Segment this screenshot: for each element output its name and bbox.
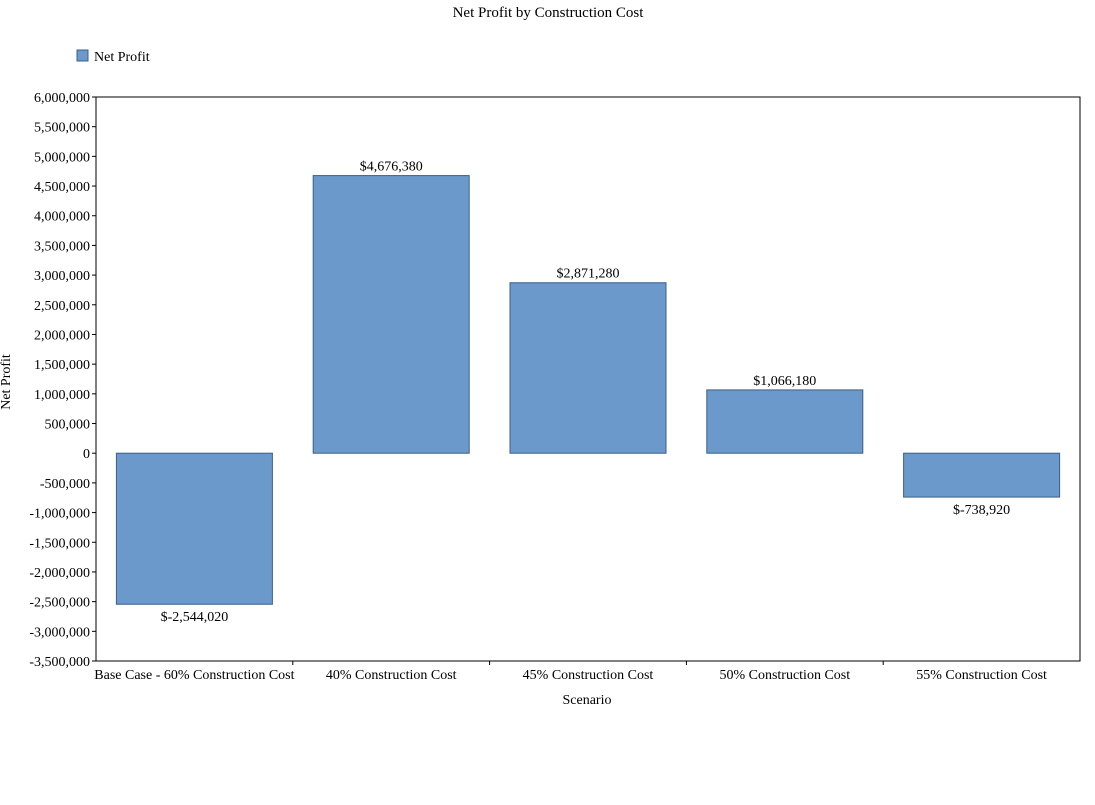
bar-value-label: $1,066,180 — [753, 374, 816, 389]
x-axis-label: Scenario — [563, 693, 612, 708]
bar — [706, 389, 864, 454]
y-tick-label: 1,500,000 — [34, 358, 90, 373]
legend: Net Profit — [76, 49, 150, 65]
y-tick-label: -500,000 — [40, 477, 90, 492]
chart-title: Net Profit by Construction Cost — [453, 5, 645, 21]
x-tick-label: 55% Construction Cost — [916, 668, 1047, 683]
y-tick-label: -2,000,000 — [29, 566, 90, 581]
plot-area-frame — [95, 96, 1081, 662]
bar-value-label: $-738,920 — [953, 503, 1010, 518]
y-tick-label: -3,000,000 — [29, 625, 90, 640]
y-tick-label: 5,500,000 — [34, 121, 90, 136]
x-tick-label: 50% Construction Cost — [719, 668, 850, 683]
y-tick-label: 500,000 — [45, 418, 91, 433]
bar — [509, 282, 667, 454]
y-tick-label: -1,500,000 — [29, 536, 90, 551]
y-tick-label: 1,000,000 — [34, 388, 90, 403]
bar — [115, 452, 273, 605]
y-tick-label: 3,500,000 — [34, 239, 90, 254]
bar — [903, 452, 1061, 498]
legend-label: Net Profit — [94, 50, 150, 65]
y-tick-label: 6,000,000 — [34, 91, 90, 106]
x-tick-label: Base Case - 60% Construction Cost — [94, 668, 294, 683]
y-tick-label: -1,000,000 — [29, 507, 90, 522]
y-tick-label: 2,500,000 — [34, 299, 90, 314]
bar-value-label: $4,676,380 — [360, 160, 423, 175]
x-tick-label: 45% Construction Cost — [523, 668, 654, 683]
bar-value-label: $2,871,280 — [557, 267, 620, 282]
y-tick-label: 0 — [83, 447, 90, 462]
y-tick-label: 3,000,000 — [34, 269, 90, 284]
y-axis-label: Net Profit — [0, 354, 14, 410]
y-tick-label: 5,000,000 — [34, 150, 90, 165]
legend-swatch — [76, 49, 89, 62]
y-tick-label: 4,000,000 — [34, 210, 90, 225]
y-tick-label: -2,500,000 — [29, 596, 90, 611]
y-tick-label: 4,500,000 — [34, 180, 90, 195]
x-tick-label: 40% Construction Cost — [326, 668, 457, 683]
bar-value-label: $-2,544,020 — [161, 610, 229, 625]
y-tick-label: 2,000,000 — [34, 328, 90, 343]
y-tick-label: -3,500,000 — [29, 655, 90, 670]
bar — [312, 175, 470, 454]
